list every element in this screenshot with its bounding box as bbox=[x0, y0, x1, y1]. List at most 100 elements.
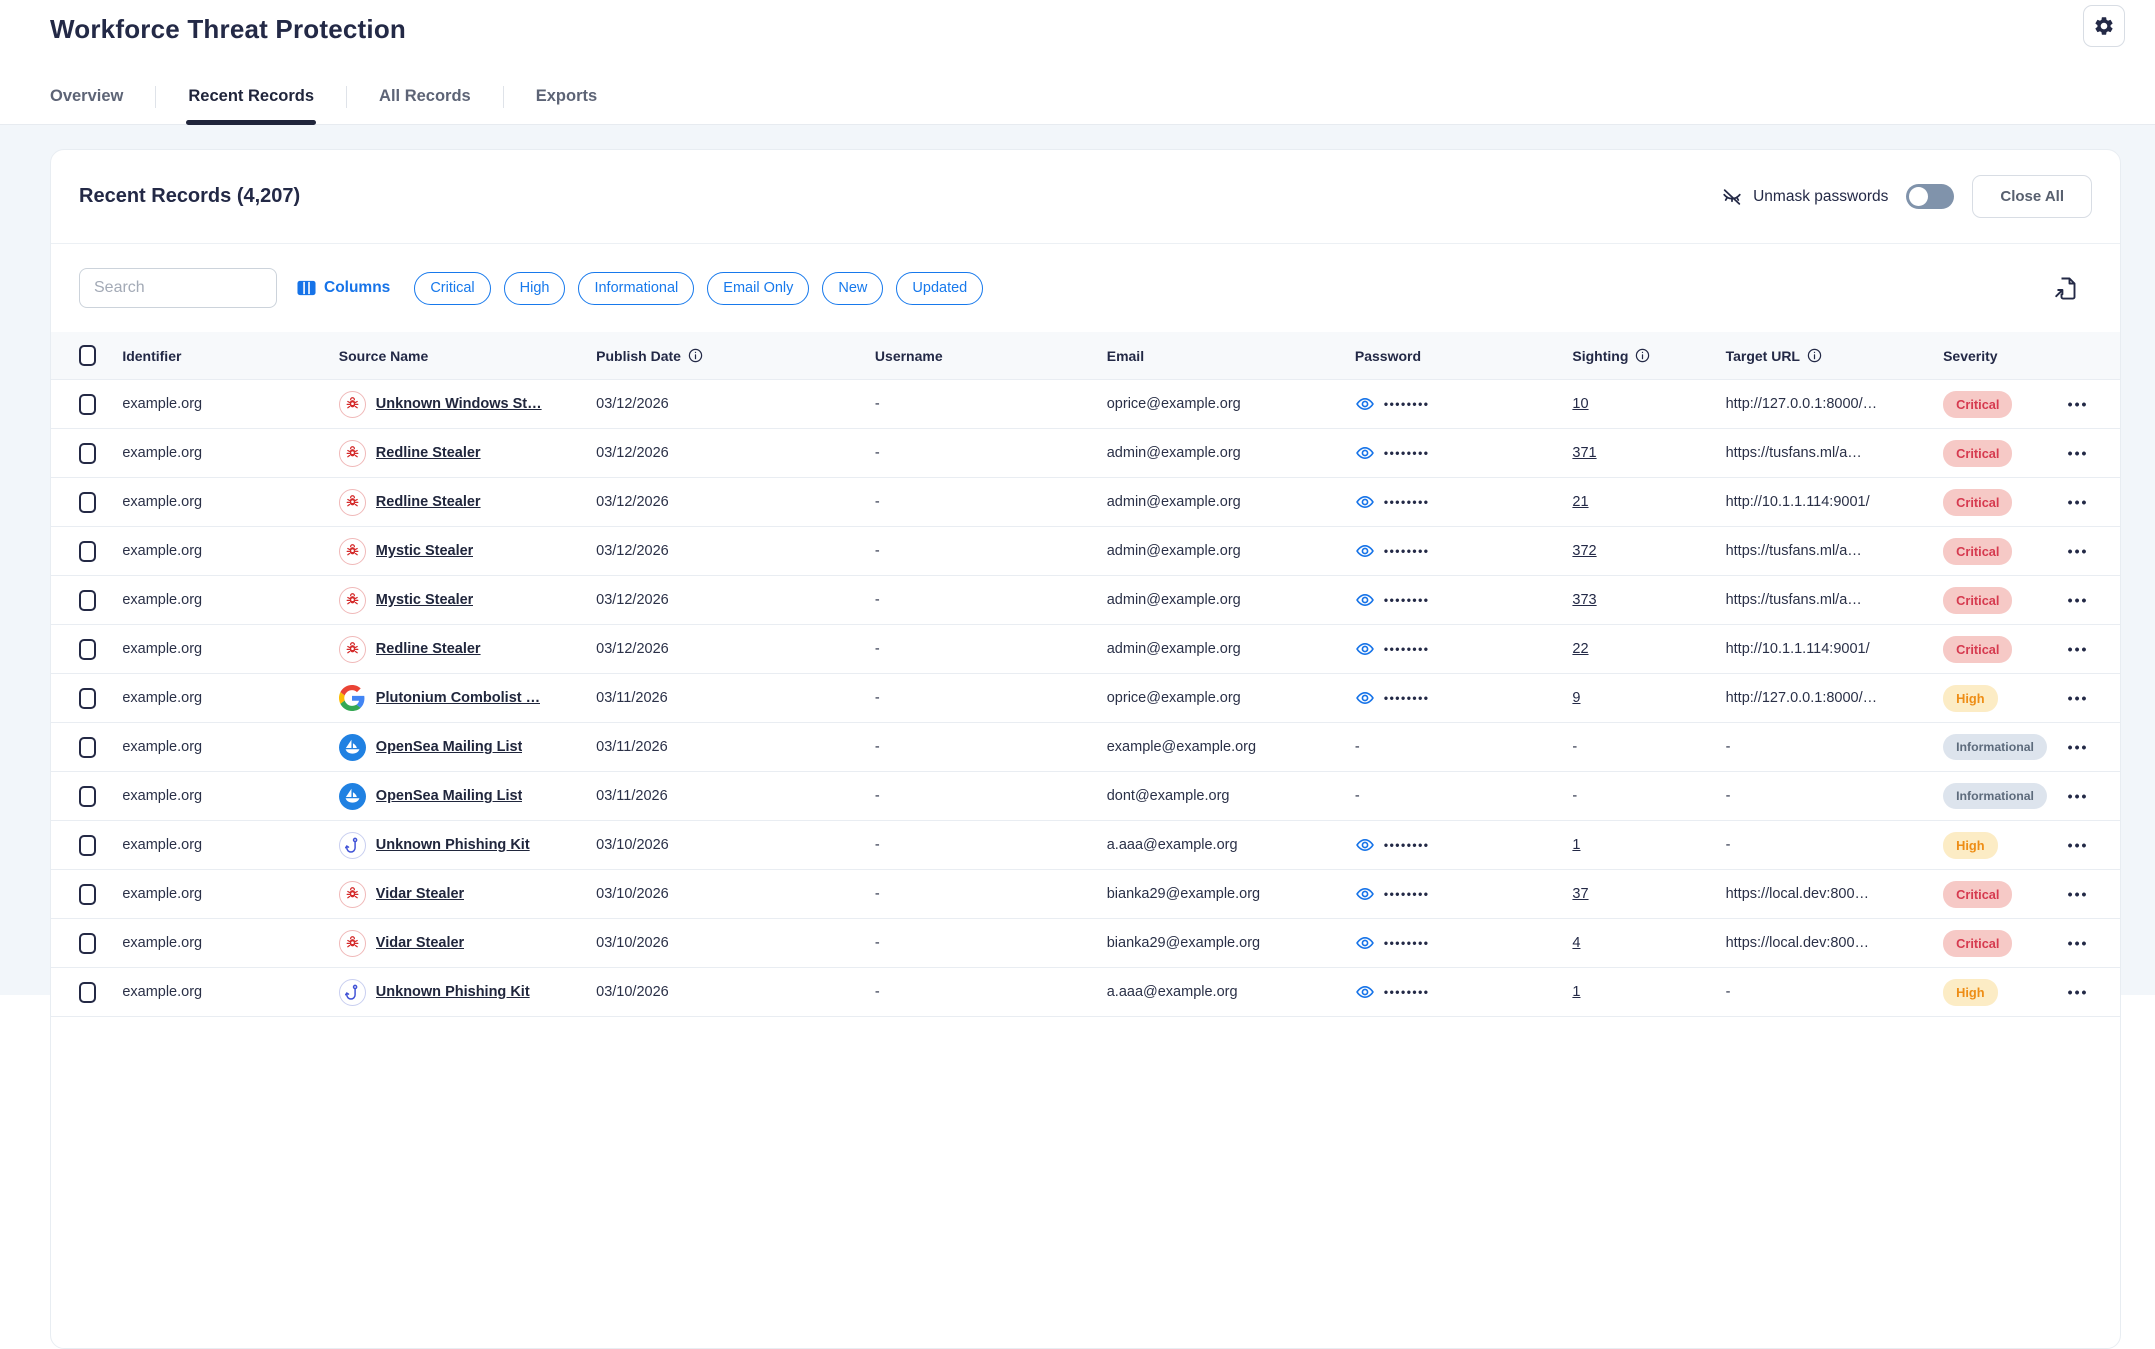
source-name-link[interactable]: OpenSea Mailing List bbox=[375, 739, 523, 755]
unmask-passwords-toggle[interactable] bbox=[1906, 184, 1955, 209]
filter-chip-email-only[interactable]: Email Only bbox=[707, 271, 810, 305]
row-checkbox[interactable] bbox=[79, 834, 96, 856]
row-menu-button[interactable]: ••• bbox=[2067, 444, 2089, 461]
source-name-link[interactable]: Redline Stealer bbox=[375, 494, 481, 510]
reveal-password-icon[interactable] bbox=[1355, 884, 1375, 904]
row-checkbox[interactable] bbox=[79, 932, 96, 954]
eye-off-icon bbox=[1721, 186, 1743, 208]
source-name-link[interactable]: Unknown Phishing Kit bbox=[375, 837, 530, 853]
reveal-password-icon[interactable] bbox=[1355, 835, 1375, 855]
sighting-link[interactable]: 1 bbox=[1572, 984, 1581, 1000]
row-menu-button[interactable]: ••• bbox=[2067, 640, 2089, 657]
sighting-link[interactable]: 22 bbox=[1572, 641, 1589, 657]
publish-date-cell: 03/11/2026 bbox=[588, 722, 867, 772]
tab-recent-records[interactable]: Recent Records bbox=[186, 79, 316, 125]
tab-all-records[interactable]: All Records bbox=[379, 87, 471, 105]
reveal-password-icon[interactable] bbox=[1355, 541, 1375, 561]
info-icon bbox=[1807, 348, 1822, 363]
sighting-link[interactable]: 371 bbox=[1572, 445, 1597, 461]
identifier-cell: example.org bbox=[114, 428, 331, 478]
email-cell: bianka29@example.org bbox=[1098, 918, 1347, 968]
column-header-source-name: Source Name bbox=[330, 332, 589, 380]
filter-chip-updated[interactable]: Updated bbox=[896, 271, 984, 305]
reveal-password-icon[interactable] bbox=[1355, 982, 1375, 1002]
target-url-cell: https://local.dev:800… bbox=[1717, 918, 1936, 968]
row-checkbox[interactable] bbox=[79, 883, 96, 905]
row-menu-button[interactable]: ••• bbox=[2067, 934, 2089, 951]
row-menu-button[interactable]: ••• bbox=[2067, 689, 2089, 706]
target-url-cell: https://tusfans.ml/a… bbox=[1717, 526, 1936, 576]
sighting-cell: - bbox=[1572, 739, 1578, 755]
row-checkbox[interactable] bbox=[79, 491, 96, 513]
sighting-link[interactable]: 10 bbox=[1572, 396, 1589, 412]
sighting-link[interactable]: 21 bbox=[1572, 494, 1589, 510]
sighting-link[interactable]: 372 bbox=[1572, 543, 1597, 559]
email-cell: admin@example.org bbox=[1098, 428, 1347, 478]
reveal-password-icon[interactable] bbox=[1355, 933, 1375, 953]
password-mask: •••••••• bbox=[1383, 838, 1430, 852]
row-menu-button[interactable]: ••• bbox=[2067, 836, 2089, 853]
row-menu-button[interactable]: ••• bbox=[2067, 395, 2089, 412]
row-menu-button[interactable]: ••• bbox=[2067, 738, 2089, 755]
source-name-link[interactable]: Unknown Windows St… bbox=[375, 396, 542, 412]
row-menu-button[interactable]: ••• bbox=[2067, 787, 2089, 804]
sighting-link[interactable]: 37 bbox=[1572, 886, 1589, 902]
tab-divider bbox=[346, 85, 348, 108]
source-name-link[interactable]: Redline Stealer bbox=[375, 445, 481, 461]
source-name-link[interactable]: Redline Stealer bbox=[375, 641, 481, 657]
reveal-password-icon[interactable] bbox=[1355, 639, 1375, 659]
filter-chip-critical[interactable]: Critical bbox=[414, 271, 491, 305]
row-menu-button[interactable]: ••• bbox=[2067, 983, 2089, 1000]
filter-chip-new[interactable]: New bbox=[822, 271, 884, 305]
source-name-link[interactable]: Mystic Stealer bbox=[375, 543, 474, 559]
export-button[interactable] bbox=[2053, 275, 2078, 302]
tab-exports[interactable]: Exports bbox=[535, 87, 598, 105]
table-row: example.org Unknown Phishing Kit 03/10/202… bbox=[51, 967, 2120, 1017]
source-name-link[interactable]: Plutonium Combolist … bbox=[375, 690, 541, 706]
source-name-link[interactable]: Vidar Stealer bbox=[375, 935, 465, 951]
select-all-checkbox[interactable] bbox=[79, 345, 96, 366]
reveal-password-icon[interactable] bbox=[1355, 590, 1375, 610]
settings-button[interactable] bbox=[2083, 5, 2125, 47]
sighting-link[interactable]: 4 bbox=[1572, 935, 1581, 951]
row-checkbox[interactable] bbox=[79, 393, 96, 415]
filter-chip-informational[interactable]: Informational bbox=[578, 271, 695, 305]
table-row: example.org Vidar Stealer 03/10/2026- biank… bbox=[51, 918, 2120, 968]
row-checkbox[interactable] bbox=[79, 638, 96, 660]
sighting-link[interactable]: 9 bbox=[1572, 690, 1581, 706]
filter-chip-high[interactable]: High bbox=[503, 271, 566, 305]
source-name-link[interactable]: Unknown Phishing Kit bbox=[375, 984, 530, 1000]
row-menu-button[interactable]: ••• bbox=[2067, 591, 2089, 608]
target-url-cell: http://10.1.1.114:9001/ bbox=[1717, 477, 1936, 527]
reveal-password-icon[interactable] bbox=[1355, 492, 1375, 512]
row-checkbox[interactable] bbox=[79, 442, 96, 464]
row-menu-button[interactable]: ••• bbox=[2067, 542, 2089, 559]
close-all-button[interactable]: Close All bbox=[1972, 175, 2092, 218]
source-name-link[interactable]: Vidar Stealer bbox=[375, 886, 465, 902]
sighting-link[interactable]: 1 bbox=[1572, 837, 1581, 853]
username-cell: - bbox=[866, 967, 1099, 1017]
row-checkbox[interactable] bbox=[79, 589, 96, 611]
row-checkbox[interactable] bbox=[79, 785, 96, 807]
row-menu-button[interactable]: ••• bbox=[2067, 885, 2089, 902]
identifier-cell: example.org bbox=[114, 379, 331, 429]
reveal-password-icon[interactable] bbox=[1355, 688, 1375, 708]
info-icon bbox=[688, 348, 703, 363]
row-checkbox[interactable] bbox=[79, 687, 96, 709]
reveal-password-icon[interactable] bbox=[1355, 443, 1375, 463]
sighting-link[interactable]: 373 bbox=[1572, 592, 1597, 608]
severity-badge: High bbox=[1943, 684, 1998, 712]
search-input[interactable] bbox=[79, 268, 277, 308]
row-menu-button[interactable]: ••• bbox=[2067, 493, 2089, 510]
row-checkbox[interactable] bbox=[79, 736, 96, 758]
tab-overview[interactable]: Overview bbox=[50, 87, 124, 105]
row-checkbox[interactable] bbox=[79, 981, 96, 1003]
email-cell: oprice@example.org bbox=[1098, 673, 1347, 723]
columns-button[interactable]: Columns bbox=[297, 279, 390, 297]
reveal-password-icon[interactable] bbox=[1355, 394, 1375, 414]
source-name-link[interactable]: OpenSea Mailing List bbox=[375, 788, 523, 804]
source-name-link[interactable]: Mystic Stealer bbox=[375, 592, 474, 608]
row-checkbox[interactable] bbox=[79, 540, 96, 562]
table-row: example.org Redline Stealer 03/12/2026- adm… bbox=[51, 477, 2120, 527]
severity-badge: High bbox=[1943, 978, 1998, 1006]
